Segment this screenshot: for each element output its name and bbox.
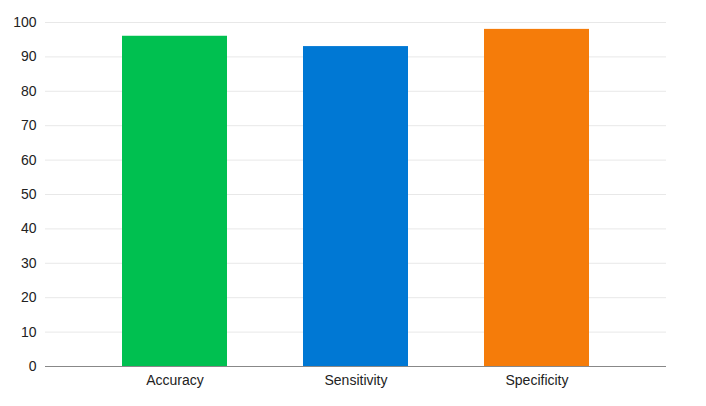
svg-text:50: 50 <box>21 186 37 202</box>
svg-text:90: 90 <box>21 48 37 64</box>
svg-text:40: 40 <box>21 220 37 236</box>
svg-text:30: 30 <box>21 255 37 271</box>
svg-text:100: 100 <box>13 14 37 30</box>
svg-text:80: 80 <box>21 83 37 99</box>
svg-text:10: 10 <box>21 324 37 340</box>
svg-text:Sensitivity: Sensitivity <box>324 372 387 388</box>
svg-text:70: 70 <box>21 117 37 133</box>
svg-text:0: 0 <box>29 358 37 374</box>
svg-text:60: 60 <box>21 152 37 168</box>
svg-text:20: 20 <box>21 289 37 305</box>
svg-text:Accuracy: Accuracy <box>146 372 204 388</box>
svg-text:Specificity: Specificity <box>505 372 568 388</box>
